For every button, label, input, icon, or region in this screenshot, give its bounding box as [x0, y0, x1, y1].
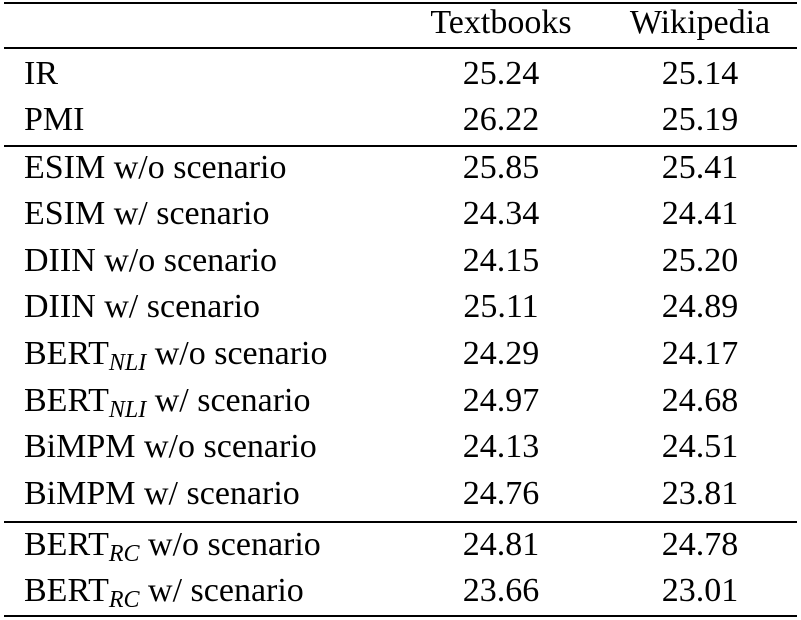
textbooks-value: 24.81	[462, 526, 540, 563]
header-row: Textbooks Wikipedia	[0, 0, 801, 46]
table-row: PMI 26.22 25.19	[0, 97, 801, 143]
table-row: DIIN w/ scenario 25.11 24.89	[0, 284, 801, 330]
method-cell: BERTNLI w/ scenario	[24, 382, 311, 423]
method-cell: BERTRC w/o scenario	[24, 526, 321, 567]
top-rule	[4, 2, 797, 4]
group-rule	[4, 521, 797, 523]
textbooks-value: 24.76	[462, 475, 540, 512]
textbooks-value: 25.24	[462, 55, 540, 92]
bottom-rule	[4, 615, 797, 617]
method-subscript: NLI	[108, 397, 147, 423]
method-cell: BERTRC w/ scenario	[24, 572, 304, 613]
group-rule	[4, 145, 797, 147]
wikipedia-value: 24.78	[661, 526, 739, 563]
method-cell: ESIM w/o scenario	[24, 149, 287, 186]
textbooks-value: 24.15	[462, 242, 540, 279]
textbooks-value: 24.29	[462, 335, 540, 372]
textbooks-value: 24.34	[462, 195, 540, 232]
method-cell: BiMPM w/ scenario	[24, 475, 300, 512]
table-row: BERTNLI w/o scenario 24.29 24.17	[0, 331, 801, 377]
method-cell: BERTNLI w/o scenario	[24, 335, 328, 376]
textbooks-value: 25.11	[463, 288, 539, 325]
textbooks-value: 24.13	[462, 428, 540, 465]
textbooks-value: 24.97	[462, 382, 540, 419]
wikipedia-value: 25.41	[661, 149, 739, 186]
table-row: BiMPM w/ scenario 24.76 23.81	[0, 471, 801, 517]
wikipedia-value: 24.41	[661, 195, 739, 232]
header-textbooks: Textbooks	[430, 4, 572, 41]
wikipedia-value: 24.51	[661, 428, 739, 465]
method-cell: IR	[24, 55, 58, 92]
method-cell: ESIM w/ scenario	[24, 195, 270, 232]
wikipedia-value: 23.01	[661, 572, 739, 609]
method-cell: DIIN w/ scenario	[24, 288, 261, 325]
header-wikipedia: Wikipedia	[629, 4, 771, 41]
method-cell: DIIN w/o scenario	[24, 242, 278, 279]
wikipedia-value: 25.19	[661, 101, 739, 138]
method-subscript: RC	[108, 541, 140, 567]
table-row: BERTRC w/o scenario 24.81 24.78	[0, 522, 801, 568]
method-subscript: NLI	[108, 350, 147, 376]
table-row: ESIM w/ scenario 24.34 24.41	[0, 191, 801, 237]
wikipedia-value: 24.68	[661, 382, 739, 419]
table-row: BERTRC w/ scenario 23.66 23.01	[0, 568, 801, 614]
wikipedia-value: 24.89	[661, 288, 739, 325]
method-cell: BiMPM w/o scenario	[24, 428, 317, 465]
textbooks-value: 23.66	[462, 572, 540, 609]
header-rule	[4, 47, 797, 49]
wikipedia-value: 23.81	[661, 475, 739, 512]
table-row: IR 25.24 25.14	[0, 51, 801, 97]
table-row: BERTNLI w/ scenario 24.97 24.68	[0, 378, 801, 424]
wikipedia-value: 25.14	[661, 55, 739, 92]
method-cell: PMI	[24, 101, 85, 138]
textbooks-value: 25.85	[462, 149, 540, 186]
wikipedia-value: 25.20	[661, 242, 739, 279]
wikipedia-value: 24.17	[661, 335, 739, 372]
table-row: DIIN w/o scenario 24.15 25.20	[0, 238, 801, 284]
table-row: BiMPM w/o scenario 24.13 24.51	[0, 424, 801, 470]
method-subscript: RC	[108, 587, 140, 613]
table-row: ESIM w/o scenario 25.85 25.41	[0, 145, 801, 191]
textbooks-value: 26.22	[462, 101, 540, 138]
